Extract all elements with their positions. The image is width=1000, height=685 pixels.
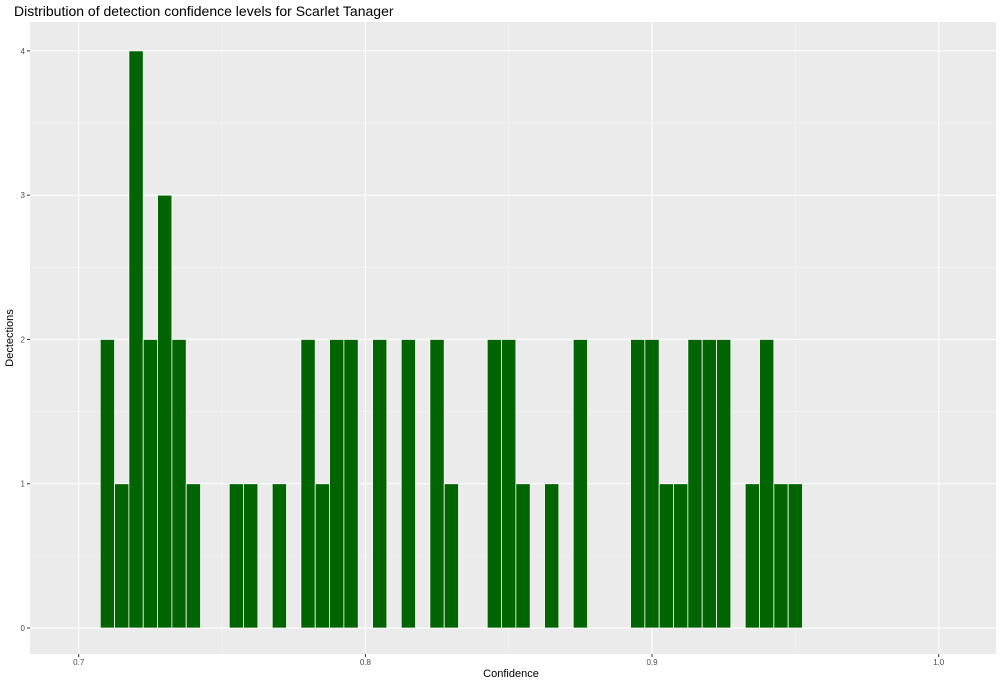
bar <box>544 483 560 629</box>
bar <box>744 483 760 629</box>
bar <box>759 339 775 629</box>
bar <box>773 483 789 629</box>
bar <box>343 339 359 629</box>
y-tick-label: 1 <box>21 480 26 489</box>
bar <box>142 339 158 629</box>
x-tick-label: 0.8 <box>360 658 372 667</box>
bar <box>372 339 388 629</box>
x-axis-title: Confidence <box>483 668 539 680</box>
y-tick-label: 0 <box>21 624 26 633</box>
bar <box>716 339 732 629</box>
bar <box>443 483 459 629</box>
x-tick-label: 1.0 <box>933 658 945 667</box>
bar <box>228 483 244 629</box>
y-tick-label: 3 <box>21 191 26 200</box>
bar <box>429 339 445 629</box>
x-axis: 0.7 0.8 0.9 1.0 <box>73 654 945 667</box>
bar <box>486 339 502 629</box>
bar <box>300 339 316 629</box>
bar <box>114 483 130 629</box>
bar <box>271 483 287 629</box>
bar <box>314 483 330 629</box>
bar <box>501 339 517 629</box>
bar <box>630 339 646 629</box>
bars <box>99 50 803 629</box>
bar <box>329 339 345 629</box>
bar <box>400 339 416 629</box>
y-axis: 0 1 2 3 4 <box>21 47 30 633</box>
y-tick-label: 4 <box>21 47 26 56</box>
bar <box>185 483 201 629</box>
bar <box>701 339 717 629</box>
bar <box>99 339 115 629</box>
x-tick-label: 0.7 <box>73 658 85 667</box>
bar <box>171 339 187 629</box>
x-tick-label: 0.9 <box>646 658 658 667</box>
bar <box>128 50 144 629</box>
bar <box>687 339 703 629</box>
bar <box>572 339 588 629</box>
bar <box>157 194 173 629</box>
bar <box>515 483 531 629</box>
bar <box>243 483 259 629</box>
y-axis-title: Dectections <box>4 309 16 367</box>
bar <box>658 483 674 629</box>
y-tick-label: 2 <box>21 335 26 344</box>
bar <box>673 483 689 629</box>
bar <box>644 339 660 629</box>
chart-title: Distribution of detection confidence lev… <box>14 3 394 19</box>
bar <box>787 483 803 629</box>
